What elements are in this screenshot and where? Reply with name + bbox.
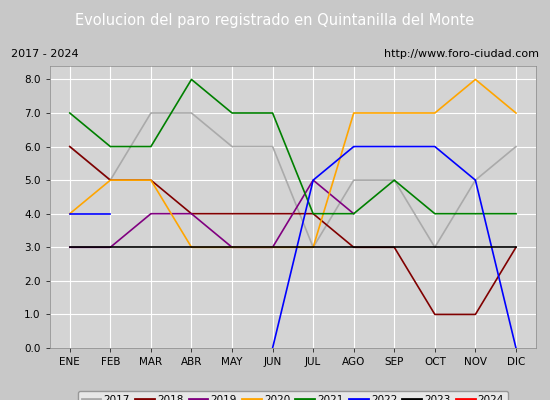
Text: http://www.foro-ciudad.com: http://www.foro-ciudad.com <box>384 49 539 59</box>
Text: Evolucion del paro registrado en Quintanilla del Monte: Evolucion del paro registrado en Quintan… <box>75 14 475 28</box>
Legend: 2017, 2018, 2019, 2020, 2021, 2022, 2023, 2024: 2017, 2018, 2019, 2020, 2021, 2022, 2023… <box>78 391 508 400</box>
Text: 2017 - 2024: 2017 - 2024 <box>11 49 79 59</box>
